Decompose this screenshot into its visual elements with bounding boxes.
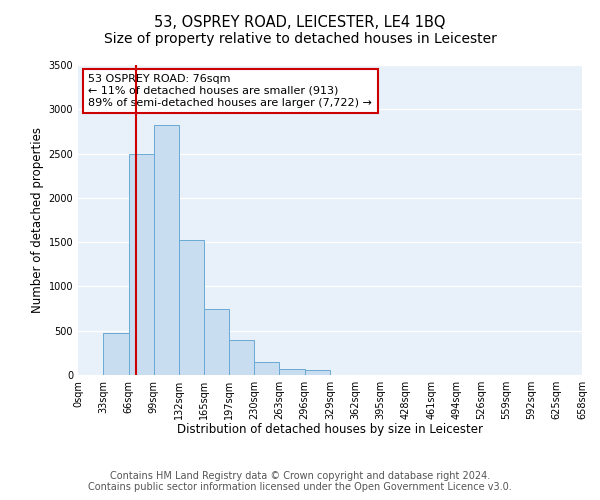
- Bar: [154, 125, 179, 375]
- Text: Size of property relative to detached houses in Leicester: Size of property relative to detached ho…: [104, 32, 496, 46]
- Bar: [254, 362, 280, 375]
- Text: Contains HM Land Registry data © Crown copyright and database right 2024.
Contai: Contains HM Land Registry data © Crown c…: [88, 471, 512, 492]
- Bar: [229, 340, 254, 375]
- Bar: [179, 240, 205, 375]
- Text: 53 OSPREY ROAD: 76sqm
← 11% of detached houses are smaller (913)
89% of semi-det: 53 OSPREY ROAD: 76sqm ← 11% of detached …: [88, 74, 372, 108]
- X-axis label: Distribution of detached houses by size in Leicester: Distribution of detached houses by size …: [177, 424, 483, 436]
- Bar: [103, 334, 128, 375]
- Y-axis label: Number of detached properties: Number of detached properties: [31, 127, 44, 313]
- Text: 53, OSPREY ROAD, LEICESTER, LE4 1BQ: 53, OSPREY ROAD, LEICESTER, LE4 1BQ: [154, 15, 446, 30]
- Bar: [305, 370, 330, 375]
- Bar: [280, 369, 305, 375]
- Bar: [128, 154, 154, 375]
- Bar: [205, 308, 229, 375]
